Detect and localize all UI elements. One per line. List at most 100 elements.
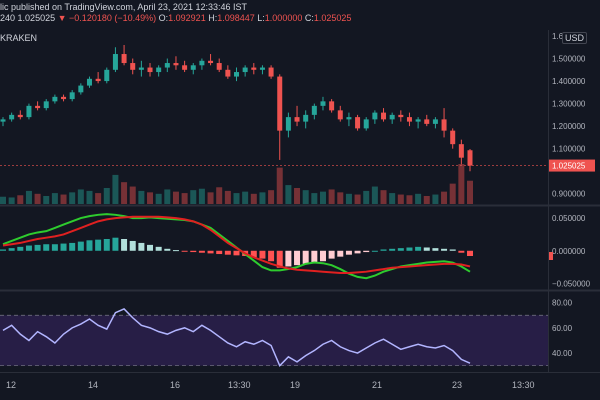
macd-histogram-bar: [43, 244, 50, 251]
macd-histogram-bar: [328, 250, 335, 259]
candle-body: [208, 60, 214, 64]
volume-bar: [441, 191, 448, 204]
volume-bar: [207, 192, 214, 204]
volume-bar: [43, 196, 50, 204]
candle-body: [199, 60, 205, 66]
macd-histogram-bar: [34, 244, 41, 251]
time-axis-label: 13:30: [228, 380, 251, 390]
time-axis-label: 13:30: [512, 380, 535, 390]
macd-histogram-bar: [77, 241, 84, 251]
candle-body: [95, 78, 101, 82]
macd-histogram-bar: [415, 246, 422, 251]
candle-body: [320, 101, 326, 106]
candle-body: [277, 76, 283, 131]
candle-body: [26, 105, 32, 118]
candle-body: [147, 67, 153, 73]
candle-body: [268, 67, 274, 77]
macd-histogram-bar: [121, 239, 128, 251]
price-axis-label: 1.100000: [552, 145, 586, 154]
candle-body: [303, 114, 309, 122]
volume-bar: [294, 188, 301, 204]
candle-body: [251, 67, 257, 70]
candle-body: [173, 63, 179, 66]
time-axis-label: 19: [290, 380, 300, 390]
volume-bar: [242, 191, 249, 204]
current-price-badge: [549, 159, 595, 172]
macd-histogram-bar: [95, 239, 102, 251]
currency-button[interactable]: USD: [562, 32, 588, 44]
published-info: lic published on TradingView.com, April …: [0, 2, 247, 12]
volume-bar: [458, 164, 465, 204]
low-value: 1.000000: [264, 13, 303, 23]
rsi-axis-label: 80.00: [552, 299, 573, 308]
macd-histogram-bar: [363, 250, 370, 253]
candle-body: [61, 96, 67, 100]
macd-histogram-bar: [371, 250, 378, 252]
macd-histogram-bar: [311, 250, 318, 263]
macd-histogram-bar: [458, 250, 465, 253]
volume-bar: [198, 188, 205, 204]
macd-histogram-bar: [389, 248, 396, 251]
candle-body: [112, 54, 118, 70]
price-axis-label: 1.300000: [552, 100, 586, 109]
volume-bar: [77, 189, 84, 204]
macd-histogram-bar: [86, 240, 93, 251]
volume-bar: [181, 193, 188, 204]
open-value: 1.092921: [168, 13, 206, 23]
price-axis-label: 0.900000: [552, 190, 586, 199]
candle-body: [182, 65, 188, 70]
volume-bar: [415, 193, 422, 204]
volume-bar: [328, 189, 335, 204]
candle-body: [389, 114, 395, 120]
candle-body: [294, 117, 300, 122]
macd-histogram-bar: [172, 250, 179, 252]
candle-body: [225, 69, 231, 77]
macd-value-marker: [549, 252, 553, 260]
volume-bar: [233, 193, 240, 204]
candle-body: [104, 69, 110, 82]
exchange-label: KRAKEN: [0, 33, 38, 43]
candle-body: [311, 105, 317, 115]
macd-histogram-bar: [0, 249, 6, 251]
candle-body: [441, 119, 447, 131]
candle-body: [78, 85, 84, 93]
macd-histogram-bar: [467, 250, 473, 256]
current-price-badge-label: 1.025025: [552, 162, 586, 171]
chart-header: lic published on TradingView.com, April …: [0, 0, 600, 43]
volume-bar: [216, 187, 223, 204]
candle-body: [43, 101, 49, 109]
macd-histogram-bar: [319, 250, 326, 262]
candle-body: [69, 92, 75, 100]
volume-bar: [103, 188, 110, 204]
volume-bar: [34, 193, 41, 204]
volume-bar: [25, 190, 32, 204]
volume-bar: [121, 182, 128, 204]
macd-axis-label: 0.000000: [552, 247, 586, 256]
candle-body: [406, 117, 412, 122]
macd-histogram-bar: [69, 242, 76, 251]
time-axis-label: 16: [170, 380, 180, 390]
volume-bar: [389, 193, 396, 204]
volume-bar: [354, 194, 361, 204]
macd-histogram-bar: [276, 250, 283, 268]
volume-bar: [147, 192, 154, 204]
macd-histogram-bar: [103, 239, 110, 251]
candle-body: [86, 78, 92, 86]
macd-histogram-bar: [432, 248, 439, 251]
volume-bar: [371, 186, 378, 204]
volume-bar: [467, 180, 473, 204]
volume-bar: [345, 193, 352, 204]
candle-body: [415, 119, 421, 122]
macd-histogram-bar: [17, 246, 24, 251]
candle-body: [346, 117, 352, 120]
macd-histogram-bar: [302, 250, 309, 264]
volume-bar: [449, 183, 456, 204]
volume-bar: [86, 190, 93, 204]
macd-histogram-bar: [397, 248, 404, 251]
volume-bar: [432, 194, 439, 204]
volume-bar: [164, 189, 171, 204]
macd-histogram-bar: [25, 245, 32, 251]
volume-bar: [259, 192, 266, 204]
